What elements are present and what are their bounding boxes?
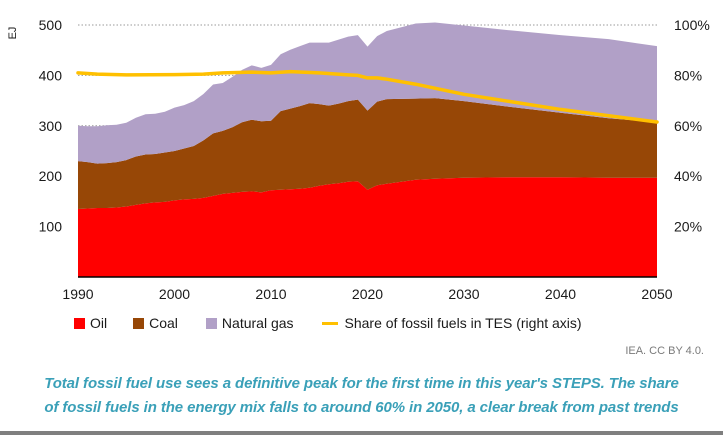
y-tick-label: 500 bbox=[39, 17, 63, 33]
x-tick-label: 1990 bbox=[62, 286, 93, 300]
x-tick-label: 2000 bbox=[159, 286, 190, 300]
x-tick-label: 2050 bbox=[641, 286, 672, 300]
y-tick-label: 200 bbox=[39, 168, 63, 184]
x-tick-label: 2020 bbox=[352, 286, 383, 300]
legend-item-coal: Coal bbox=[133, 315, 178, 331]
x-tick-label: 2040 bbox=[545, 286, 576, 300]
stacked-areas bbox=[78, 22, 657, 277]
area-oil bbox=[78, 177, 657, 277]
y2-tick-label: 80% bbox=[674, 67, 702, 83]
y2-axis-ticks: 20% 40% 60% 80% 100% bbox=[674, 17, 710, 235]
caption-line-2: of fossil fuels in the energy mix falls … bbox=[44, 399, 679, 416]
source-credit: IEA. CC BY 4.0. bbox=[625, 345, 704, 357]
legend-swatch-oil bbox=[74, 317, 85, 329]
legend-swatch-share bbox=[321, 321, 338, 325]
x-axis-ticks: 1990 2000 2010 2020 2030 2040 2050 bbox=[62, 286, 672, 300]
y2-tick-label: 20% bbox=[674, 219, 702, 235]
y2-tick-label: 60% bbox=[674, 118, 702, 134]
fossil-fuel-chart: EJ 100 200 300 400 500 20% 40% 60% 80% 100% 1990… bbox=[7, 17, 710, 300]
legend-label-share: Share of fossil fuels in TES (right axis… bbox=[344, 315, 582, 331]
y-axis-ticks: 100 200 300 400 500 bbox=[39, 17, 63, 235]
y-tick-label: 100 bbox=[39, 219, 63, 235]
bottom-divider bbox=[0, 431, 723, 435]
y2-tick-label: 100% bbox=[674, 17, 710, 33]
figure-caption: Total fossil fuel use sees a definitive … bbox=[0, 372, 723, 420]
share-line bbox=[76, 69, 659, 124]
legend-label-natural-gas: Natural gas bbox=[221, 315, 294, 331]
legend-item-natural-gas: Natural gas bbox=[205, 315, 294, 331]
caption-line-1: Total fossil fuel use sees a definitive … bbox=[44, 375, 679, 392]
area-natural-gas bbox=[78, 22, 657, 164]
legend-item-oil: Oil bbox=[74, 315, 107, 331]
y-tick-label: 300 bbox=[39, 118, 63, 134]
y-axis-label: EJ bbox=[7, 27, 19, 40]
share-line-group bbox=[76, 69, 659, 124]
legend: Oil Coal Natural gas Share of fossil fue… bbox=[74, 313, 608, 333]
legend-item-share: Share of fossil fuels in TES (right axis… bbox=[321, 315, 582, 331]
legend-label-oil: Oil bbox=[90, 315, 108, 331]
x-tick-label: 2010 bbox=[255, 286, 286, 300]
y2-tick-label: 40% bbox=[674, 168, 702, 184]
legend-swatch-coal bbox=[133, 317, 145, 329]
legend-swatch-natural-gas bbox=[205, 317, 217, 329]
legend-label-coal: Coal bbox=[149, 315, 178, 331]
x-tick-label: 2030 bbox=[448, 286, 479, 300]
area-coal bbox=[78, 98, 657, 209]
y-tick-label: 400 bbox=[39, 67, 63, 83]
